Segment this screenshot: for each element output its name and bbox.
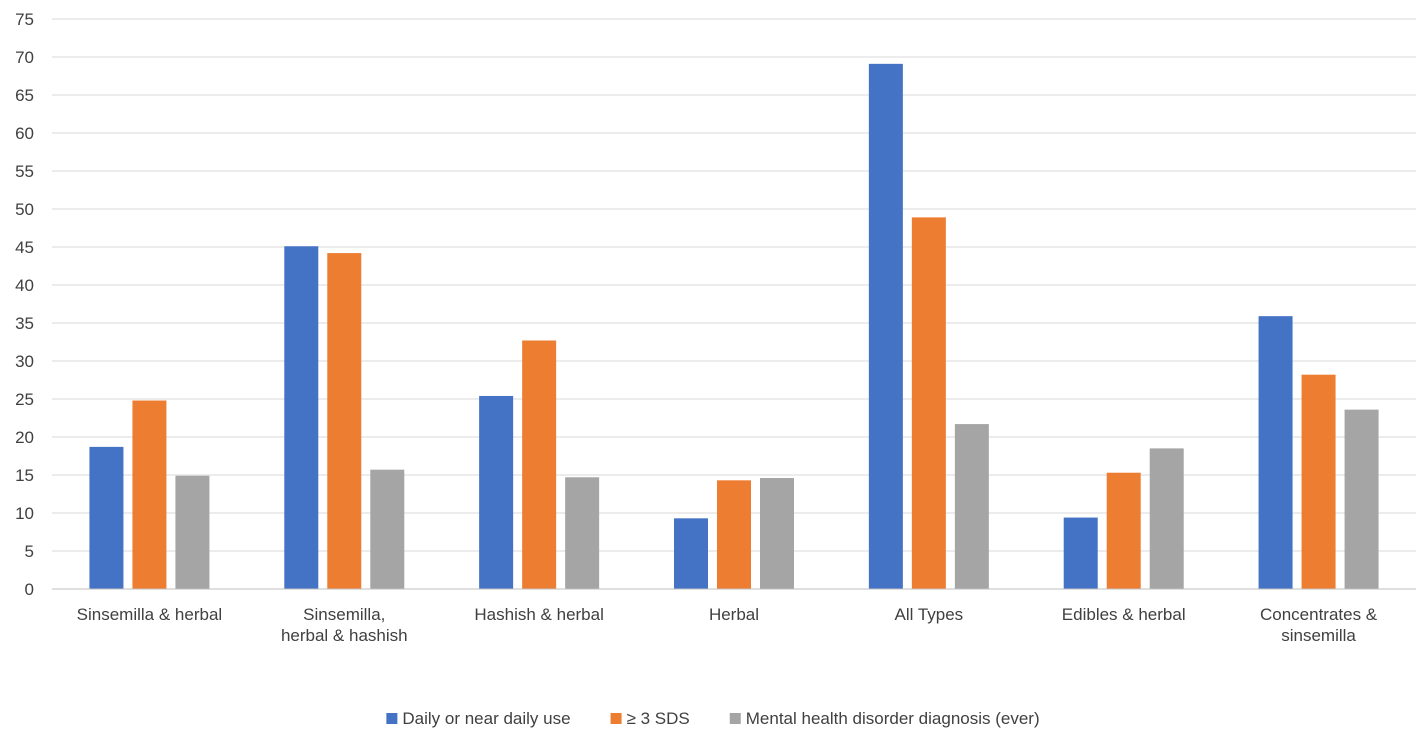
x-tick-label: Concentrates & sinsemilla [1260, 605, 1378, 645]
x-axis-category-labels: Sinsemilla & herbal Sinsemilla, herbal & h… [77, 605, 1378, 645]
bar [522, 340, 557, 589]
bar [760, 478, 794, 589]
y-tick-label: 75 [15, 10, 34, 29]
bar [674, 518, 708, 589]
legend-label: Daily or near daily use [402, 709, 570, 728]
legend-label: ≥ 3 SDS [627, 709, 690, 728]
bars [89, 63, 1379, 590]
x-tick-label: Edibles & herbal [1062, 605, 1186, 624]
bar [565, 477, 600, 589]
bar [479, 395, 514, 589]
bar [717, 480, 751, 589]
x-tick-label: Sinsemilla & herbal [77, 605, 223, 624]
y-tick-label: 30 [15, 352, 34, 371]
y-tick-label: 60 [15, 124, 34, 143]
bar [284, 246, 319, 590]
legend-swatch [386, 713, 398, 724]
y-tick-label: 0 [25, 580, 34, 599]
bar [175, 475, 210, 589]
y-tick-label: 70 [15, 48, 34, 67]
legend-swatch [729, 713, 741, 724]
y-tick-label: 55 [15, 162, 34, 181]
y-tick-label: 40 [15, 276, 34, 295]
bar [1258, 316, 1293, 589]
bar [370, 469, 405, 589]
bar [89, 446, 124, 589]
legend-label: Mental health disorder diagnosis (ever) [746, 709, 1040, 728]
x-tick-label: All Types [895, 605, 964, 624]
grid-lines [52, 18, 1416, 552]
y-tick-label: 35 [15, 314, 34, 333]
bar [132, 400, 167, 589]
x-tick-label: Hashish & herbal [474, 605, 603, 624]
bar [1149, 448, 1184, 589]
y-axis-tick-labels: 0 5 10 15 20 25 30 35 40 45 50 55 60 65 70 75 [15, 10, 34, 599]
bar [868, 63, 903, 589]
y-tick-label: 5 [25, 542, 34, 561]
bar [911, 217, 946, 590]
y-tick-label: 15 [15, 466, 34, 485]
x-tick-label: Herbal [709, 605, 759, 624]
bar [1106, 472, 1141, 589]
y-tick-label: 45 [15, 238, 34, 257]
y-tick-label: 20 [15, 428, 34, 447]
bar [1344, 409, 1379, 589]
y-tick-label: 10 [15, 504, 34, 523]
bar [1063, 517, 1098, 589]
y-tick-label: 65 [15, 86, 34, 105]
bar [327, 253, 362, 589]
legend: Daily or near daily use ≥ 3 SDS Mental hea… [386, 709, 1040, 728]
y-tick-label: 25 [15, 390, 34, 409]
bar [1301, 374, 1336, 589]
y-tick-label: 50 [15, 200, 34, 219]
x-tick-label: Sinsemilla, herbal & hashish [281, 605, 408, 645]
legend-swatch [610, 713, 622, 724]
bar [954, 424, 989, 589]
